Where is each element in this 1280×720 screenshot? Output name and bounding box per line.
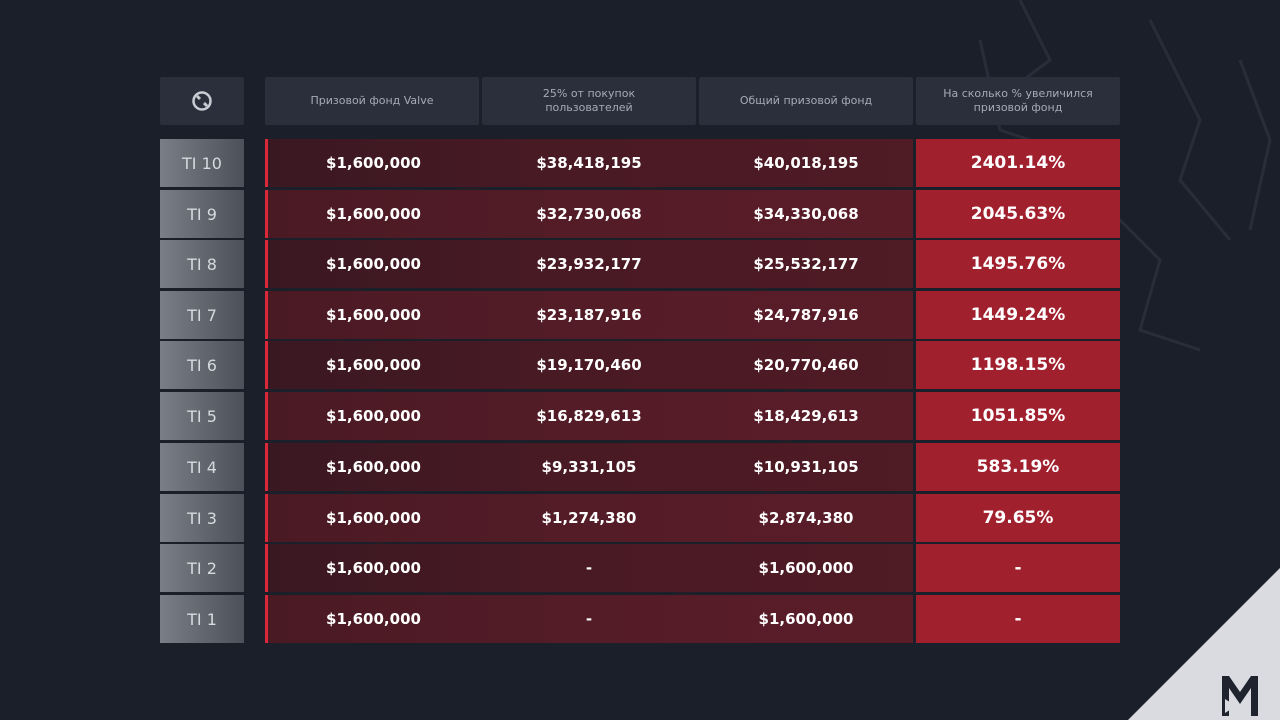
- valve-prize-value: $1,600,000: [326, 559, 421, 577]
- header-logo-cell: [160, 77, 244, 125]
- header-label: Общий призовой фонд: [739, 94, 873, 107]
- user-purchases-value: $9,331,105: [541, 458, 637, 476]
- valve-prize-value: $1,600,000: [326, 458, 421, 476]
- row-label: TI 3: [160, 494, 244, 542]
- total-prize-value: $40,018,195: [753, 154, 859, 172]
- user-purchases-value: $1,274,380: [541, 509, 637, 527]
- increase-percent-value: 1495.76%: [916, 240, 1120, 288]
- increase-percent-value: -: [916, 595, 1120, 643]
- table-row: [265, 392, 913, 440]
- increase-percent-value: -: [916, 544, 1120, 592]
- user-purchases-value: -: [585, 559, 593, 577]
- total-prize-value: $34,330,068: [753, 205, 859, 223]
- total-prize-value: $1,600,000: [758, 559, 854, 577]
- total-prize-value: $10,931,105: [753, 458, 859, 476]
- table-row: [265, 139, 913, 187]
- increase-percent-value: 1051.85%: [916, 392, 1120, 440]
- header-label: Призовой фонд Valve: [310, 94, 434, 107]
- total-prize-value: $18,429,613: [753, 407, 859, 425]
- increase-percent-value: 1449.24%: [916, 291, 1120, 339]
- user-purchases-value: -: [585, 610, 593, 628]
- table-row: [265, 595, 913, 643]
- increase-percent-value: 79.65%: [916, 494, 1120, 542]
- row-label: TI 8: [160, 240, 244, 288]
- row-label: TI 6: [160, 341, 244, 389]
- row-label: TI 7: [160, 291, 244, 339]
- valve-prize-value: $1,600,000: [326, 407, 421, 425]
- increase-percent-value: 2045.63%: [916, 190, 1120, 238]
- table-row: [265, 443, 913, 491]
- header-user-purchases: 25% от покупок пользователей: [482, 77, 696, 125]
- total-prize-value: $1,600,000: [758, 610, 854, 628]
- user-purchases-value: $23,187,916: [536, 306, 642, 324]
- valve-prize-value: $1,600,000: [326, 255, 421, 273]
- total-prize-value: $2,874,380: [758, 509, 854, 527]
- row-label: TI 9: [160, 190, 244, 238]
- header-total-prize: Общий призовой фонд: [699, 77, 913, 125]
- row-label: TI 1: [160, 595, 244, 643]
- increase-percent-value: 583.19%: [916, 443, 1120, 491]
- row-label: TI 2: [160, 544, 244, 592]
- table-row: [265, 190, 913, 238]
- increase-percent-value: 1198.15%: [916, 341, 1120, 389]
- valve-prize-value: $1,600,000: [326, 356, 421, 374]
- user-purchases-value: $16,829,613: [536, 407, 642, 425]
- header-label: 25% от покупок пользователей: [542, 87, 636, 114]
- table-row: [265, 544, 913, 592]
- user-purchases-value: $32,730,068: [536, 205, 642, 223]
- m-brand-logo-icon: [1128, 568, 1280, 720]
- total-prize-value: $24,787,916: [753, 306, 859, 324]
- total-prize-value: $20,770,460: [753, 356, 859, 374]
- user-purchases-value: $23,932,177: [536, 255, 642, 273]
- row-label: TI 4: [160, 443, 244, 491]
- user-purchases-value: $19,170,460: [536, 356, 642, 374]
- dota-logo-icon: [192, 91, 212, 111]
- row-label: TI 5: [160, 392, 244, 440]
- increase-percent-value: 2401.14%: [916, 139, 1120, 187]
- table-row: [265, 240, 913, 288]
- user-purchases-value: $38,418,195: [536, 154, 642, 172]
- header-valve-prize: Призовой фонд Valve: [265, 77, 479, 125]
- table-row: [265, 341, 913, 389]
- header-label: На сколько % увеличился призовой фонд: [943, 87, 1093, 114]
- row-label: TI 10: [160, 139, 244, 187]
- table-row: [265, 494, 913, 542]
- valve-prize-value: $1,600,000: [326, 610, 421, 628]
- valve-prize-value: $1,600,000: [326, 306, 421, 324]
- valve-prize-value: $1,600,000: [326, 154, 421, 172]
- valve-prize-value: $1,600,000: [326, 509, 421, 527]
- total-prize-value: $25,532,177: [753, 255, 859, 273]
- table-row: [265, 291, 913, 339]
- valve-prize-value: $1,600,000: [326, 205, 421, 223]
- header-increase-percent: На сколько % увеличился призовой фонд: [916, 77, 1120, 125]
